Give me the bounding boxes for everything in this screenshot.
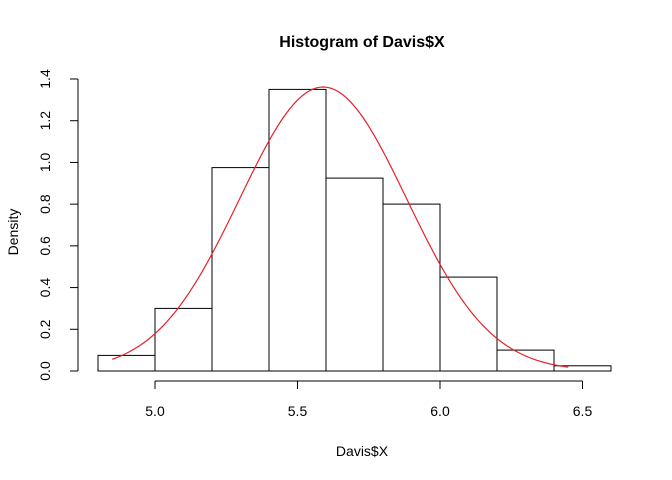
x-tick-label: 6.5 [573,403,593,419]
y-tick-label: 0.0 [37,361,53,381]
y-tick-label: 0.2 [37,319,53,339]
histogram-bar-3 [211,167,270,372]
histogram-bar-1 [97,354,156,372]
chart-title: Histogram of Davis$X [279,34,445,51]
x-tick-label: 5.0 [145,403,165,419]
histogram-bar-6 [382,203,441,372]
histogram-bar-7 [439,276,498,372]
y-axis: 0.0 0.2 0.4 0.6 0.8 1.0 1.2 1.4 [37,69,79,381]
y-tick-label: 0.8 [37,194,53,214]
x-axis-label: Davis$X [336,443,389,459]
histogram-bars [97,88,612,372]
histogram-bar-5 [325,177,384,372]
y-tick-label: 1.0 [37,152,53,172]
x-tick-label: 5.5 [288,403,308,419]
y-axis-label: Density [5,209,21,256]
x-tick-label: 6.0 [430,403,450,419]
y-tick-label: 1.2 [37,111,53,131]
histogram-bar-2 [154,307,213,372]
histogram-bar-9 [553,365,612,372]
y-tick-label: 1.4 [37,69,53,89]
x-axis: 5.0 5.5 6.0 6.5 [145,380,593,419]
density-curve-layer [112,86,569,368]
y-tick-label: 0.4 [37,278,53,298]
histogram-bar-4 [268,88,327,372]
y-tick-label: 0.6 [37,236,53,256]
histogram-bar-8 [496,349,555,372]
density-curve [112,86,569,368]
